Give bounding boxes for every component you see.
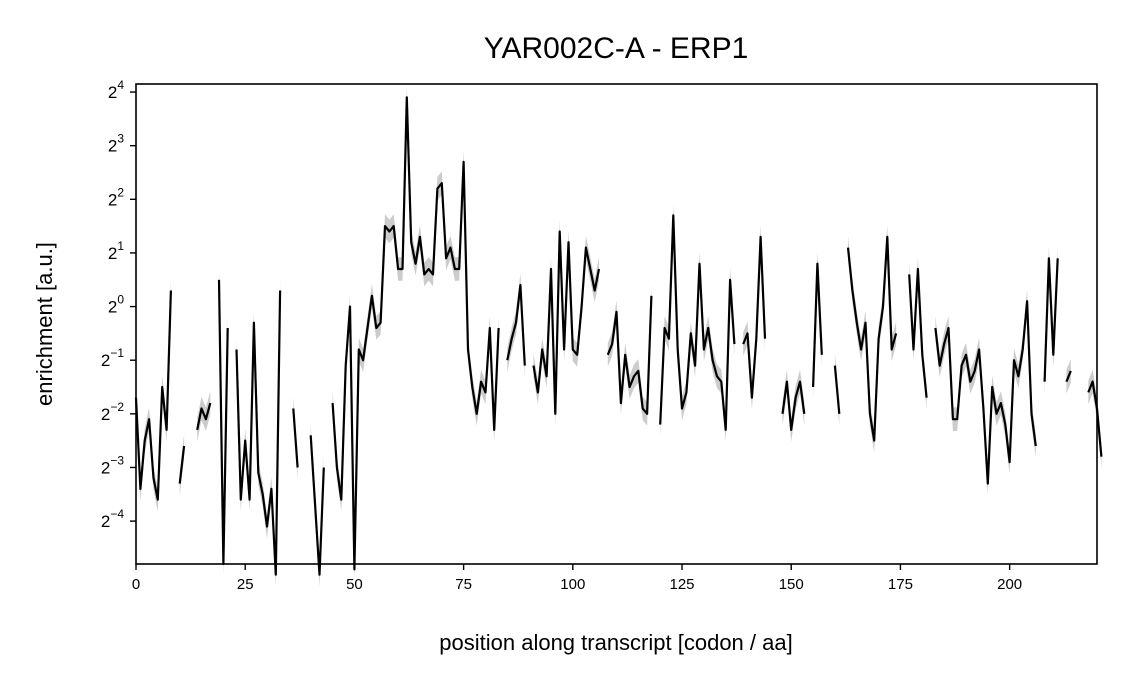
enrichment-line (134, 96, 1103, 576)
band-segment (332, 85, 499, 582)
line-segment (908, 267, 928, 398)
line-segment (812, 262, 823, 388)
x-tick-label: 100 (560, 576, 585, 593)
x-tick-label: 175 (888, 576, 913, 593)
line-segment (331, 96, 500, 571)
y-tick-label: 2−2 (101, 400, 124, 424)
y-tick-label: 23 (108, 132, 124, 156)
line-segment (846, 235, 898, 442)
line-segment (1065, 370, 1072, 383)
line-segment (606, 295, 653, 415)
y-tick-label: 2−3 (101, 453, 124, 477)
line-segment (292, 408, 299, 468)
line-segment (532, 230, 601, 415)
plot-frame (135, 83, 1098, 565)
line-segment (781, 380, 806, 431)
x-tick-label: 50 (346, 576, 363, 593)
x-tick-label: 150 (779, 576, 804, 593)
y-axis-label: enrichment [a.u.] (32, 242, 57, 406)
line-segment (309, 435, 325, 576)
x-axis-label: position along transcript [codon / aa] (439, 630, 792, 655)
x-tick-label: 125 (670, 576, 695, 593)
line-segment (934, 300, 1037, 485)
y-tick-label: 20 (108, 293, 124, 317)
x-tick-label: 25 (237, 576, 254, 593)
line-segment (1043, 257, 1059, 382)
y-tick-label: 2−1 (101, 346, 124, 370)
line-segment (506, 284, 526, 366)
line-segment (1087, 380, 1103, 457)
line-segment (659, 214, 736, 431)
x-tick-label: 75 (455, 576, 472, 593)
x-tick-label: 0 (132, 576, 140, 593)
line-segment (196, 402, 212, 431)
line-segment (217, 279, 229, 566)
x-tick-label: 200 (997, 576, 1022, 593)
band-segment (1088, 369, 1102, 469)
y-tick-label: 22 (108, 185, 124, 209)
band-segment (607, 284, 652, 426)
line-segment (833, 365, 841, 414)
line-segment (235, 290, 282, 576)
y-tick-label: 21 (108, 239, 124, 263)
chart-title: YAR002C-A - ERP1 (484, 32, 749, 65)
line-segment (742, 235, 767, 399)
line-segment (134, 290, 172, 501)
y-tick-label: 2−4 (101, 507, 124, 531)
y-axis-ticks: 2−4 2−3 2−2 2−1 20 21 22 23 24 (101, 78, 136, 531)
line-segment (178, 445, 186, 484)
y-tick-label: 24 (108, 78, 124, 102)
x-axis-ticks: 0 25 50 75 100 125 150 175 200 (132, 564, 1022, 593)
